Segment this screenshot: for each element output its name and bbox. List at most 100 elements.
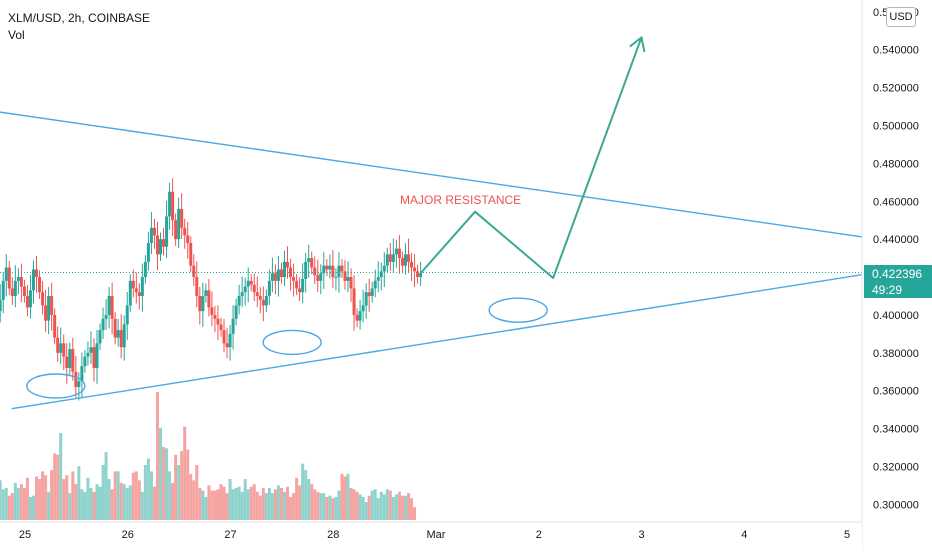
candle-body	[225, 343, 229, 348]
candle-body	[56, 337, 60, 353]
currency-button[interactable]: USD	[886, 7, 916, 27]
drawing-tools[interactable]: MAJOR RESISTANCE	[0, 36, 932, 410]
candle-body	[410, 261, 414, 268]
candlesticks	[0, 178, 423, 401]
candle-body	[31, 269, 35, 291]
volume-bar	[119, 482, 123, 520]
volume-bar	[352, 489, 356, 520]
volume-bar	[104, 452, 108, 520]
volume-bar	[198, 488, 202, 520]
volume-bar	[331, 498, 335, 520]
volume-bar	[295, 477, 299, 520]
volume-bar	[243, 479, 247, 520]
candle-body	[234, 305, 238, 319]
time-axis[interactable]: 25262728Mar234567	[0, 521, 932, 550]
price-tick-label: 0.460000	[873, 196, 919, 208]
price-tick-label: 0.300000	[873, 499, 919, 511]
volume-bar	[364, 502, 368, 520]
candle-body	[346, 277, 350, 281]
candle-body	[65, 356, 69, 368]
volume-bar	[122, 484, 126, 520]
volume-bar	[216, 489, 220, 520]
volume-bar	[328, 495, 332, 520]
candle-body	[222, 330, 226, 344]
volume-bar	[113, 471, 117, 520]
candle-body	[159, 239, 163, 255]
time-tick-label: Mar	[427, 529, 446, 541]
price-tick-label: 0.540000	[873, 45, 919, 57]
candle-body	[4, 267, 8, 281]
candle-body	[328, 265, 332, 270]
volume-bar	[301, 463, 305, 520]
volume-bar	[279, 488, 283, 520]
symbol-legend[interactable]: XLM/USD, 2h, COINBASE Vol	[8, 10, 150, 44]
candle-body	[367, 292, 371, 296]
symbol-title[interactable]: XLM/USD, 2h, COINBASE	[8, 11, 151, 25]
volume-bar	[319, 493, 323, 520]
volume-bar	[19, 484, 23, 520]
volume-bar	[47, 491, 51, 520]
major-resistance-label: MAJOR RESISTANCE	[400, 193, 521, 207]
volume-bar	[325, 496, 329, 520]
candle-body	[382, 265, 386, 272]
volume-bar	[38, 479, 42, 520]
volume-bar	[0, 480, 2, 520]
volume-bar	[289, 496, 293, 520]
volume-bar	[388, 490, 392, 520]
price-tick-label: 0.360000	[873, 386, 919, 398]
volume-bar	[382, 494, 386, 520]
candle-body	[340, 265, 344, 272]
candle-body	[59, 343, 63, 353]
volume-bar	[231, 489, 235, 520]
price-axis[interactable]: 0.300000 0.320000 0.340000 0.360000 0.380000…	[861, 0, 932, 550]
volume-bar	[298, 485, 302, 520]
volume-bar	[92, 491, 96, 520]
candle-body	[204, 290, 208, 296]
volume-bar	[44, 475, 48, 520]
candle-body	[110, 296, 114, 319]
volume-bar	[252, 484, 256, 520]
volume-bar	[25, 477, 29, 520]
volume-bar	[116, 471, 120, 520]
volume-bar	[313, 489, 317, 520]
candle-body	[264, 296, 268, 306]
volume-bar	[71, 471, 75, 520]
volume-bar	[1, 489, 5, 520]
candle-body	[53, 314, 57, 338]
volume-bar	[292, 493, 296, 520]
volume-bar	[255, 491, 259, 520]
candle-body	[240, 292, 244, 296]
circled-low	[26, 373, 86, 399]
price-tick-label: 0.520000	[873, 83, 919, 95]
volume-bar	[177, 464, 181, 520]
volume-bar	[125, 488, 129, 520]
candle-body	[174, 220, 178, 240]
candle-body	[140, 277, 144, 296]
volume-bar	[7, 495, 11, 520]
candle-body	[131, 280, 135, 289]
candle-body	[352, 288, 356, 315]
volume-bar	[98, 486, 102, 520]
volume-label[interactable]: Vol	[8, 28, 25, 42]
volume-bar	[77, 466, 81, 520]
candle-body	[98, 330, 102, 344]
volume-bar	[225, 493, 229, 520]
candle-body	[406, 254, 410, 262]
candle-body	[210, 307, 214, 315]
candle-body	[343, 271, 347, 281]
candle-body	[143, 261, 147, 278]
volume-bar	[343, 476, 347, 520]
candle-body	[416, 271, 420, 278]
volume-bar	[261, 488, 265, 520]
candle-body	[168, 191, 172, 217]
volume-bar	[219, 484, 223, 520]
volume-bar	[213, 490, 217, 520]
candle-body	[270, 273, 274, 281]
time-tick-label: 4	[741, 529, 747, 541]
candle-body	[258, 296, 262, 300]
volume-bar	[174, 454, 178, 520]
candle-body	[180, 208, 184, 228]
candle-body	[301, 278, 305, 293]
